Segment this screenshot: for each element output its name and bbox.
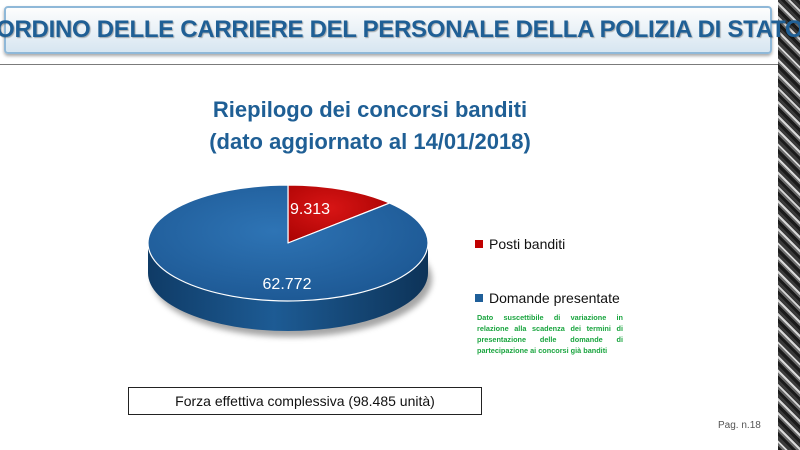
legend-label-posti-banditi: Posti banditi <box>489 236 566 252</box>
chart-title-line-1: Riepilogo dei concorsi banditi <box>212 97 528 122</box>
legend-swatch-domande-presentate <box>475 294 483 302</box>
pie-slice-posti-banditi <box>287 184 391 244</box>
legend-label-domande-presentate: Domande presentate <box>489 290 620 306</box>
slide-header: RIORDINO DELLE CARRIERE DEL PERSONALE DE… <box>0 6 800 54</box>
pie-slice-domande-presentate <box>147 184 429 302</box>
variation-note: Dato suscettibile di variazione in relaz… <box>477 313 623 355</box>
header-divider <box>0 64 778 65</box>
legend-item-posti-banditi: Posti banditi <box>475 236 565 252</box>
pie-side-wall <box>148 243 428 331</box>
forza-effettiva-box: Forza effettiva complessiva (98.485 unit… <box>128 387 482 415</box>
chart-title: Riepilogo dei concorsi banditi (dato agg… <box>160 94 580 158</box>
slide-title: RIORDINO DELLE CARRIERE DEL PERSONALE DE… <box>0 16 800 43</box>
page-number: Pag. n.18 <box>718 420 761 431</box>
legend-item-domande-presentate: Domande presentate <box>475 290 620 306</box>
legend-swatch-posti-banditi <box>475 240 483 248</box>
data-label-posti-banditi: 9.313 <box>290 201 330 218</box>
forza-effettiva-text: Forza effettiva complessiva (98.485 unit… <box>175 393 435 409</box>
decorative-side-strip <box>778 0 800 450</box>
data-label-domande-presentate: 62.772 <box>263 276 312 293</box>
chart-title-line-2: (dato aggiornato al 14/01/2018) <box>209 129 531 154</box>
